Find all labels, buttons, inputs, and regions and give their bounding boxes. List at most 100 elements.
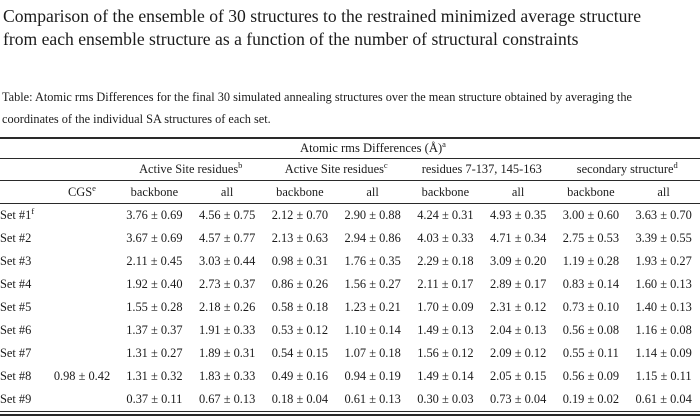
group-header-spacer-cgs (46, 159, 118, 181)
row-label: Set #8 (0, 365, 46, 388)
col-header-all-2: all (336, 181, 409, 204)
cell-value: 1.56 ± 0.12 (409, 342, 482, 365)
cell-value: 2.29 ± 0.18 (409, 250, 482, 273)
cell-value: 1.92 ± 0.40 (118, 273, 191, 296)
cell-value: 1.89 ± 0.31 (191, 342, 264, 365)
col-header-all-3: all (482, 181, 555, 204)
cell-value: 0.56 ± 0.08 (555, 319, 628, 342)
row-label: Set #5 (0, 296, 46, 319)
row-label: Set #3 (0, 250, 46, 273)
cell-cgs: 0.98 ± 0.42 (46, 365, 118, 388)
cell-value: 1.93 ± 0.27 (627, 250, 700, 273)
row-label: Set #2 (0, 227, 46, 250)
row-label-text: Set #2 (0, 231, 31, 245)
cell-value: 0.56 ± 0.09 (555, 365, 628, 388)
cell-value: 0.73 ± 0.04 (482, 388, 555, 411)
cell-value: 3.03 ± 0.44 (191, 250, 264, 273)
cell-value: 2.90 ± 0.88 (336, 204, 409, 228)
cell-value: 1.15 ± 0.11 (627, 365, 700, 388)
cell-cgs (46, 296, 118, 319)
cell-value: 0.61 ± 0.04 (627, 388, 700, 411)
cell-value: 1.49 ± 0.14 (409, 365, 482, 388)
group-header-residues-range: residues 7-137, 145-163 (409, 159, 555, 181)
row-label-text: Set #9 (0, 392, 31, 406)
cell-value: 0.83 ± 0.14 (555, 273, 628, 296)
row-label: Set #7 (0, 342, 46, 365)
cell-cgs (46, 204, 118, 228)
row-label: Set #4 (0, 273, 46, 296)
page-title-line2: from each ensemble structure as a functi… (3, 28, 700, 51)
cell-value: 1.49 ± 0.13 (409, 319, 482, 342)
cell-cgs (46, 319, 118, 342)
footnote-mark: b (238, 160, 242, 170)
cell-value: 2.11 ± 0.17 (409, 273, 482, 296)
col-header-backbone-2: backbone (264, 181, 337, 204)
group-header-secondary-structure: secondary structured (555, 159, 700, 181)
cell-value: 2.11 ± 0.45 (118, 250, 191, 273)
row-label-text: Set #7 (0, 346, 31, 360)
cell-value: 2.18 ± 0.26 (191, 296, 264, 319)
cell-value: 0.54 ± 0.15 (264, 342, 337, 365)
unit-header: Atomic rms Differences (Å)a (46, 138, 700, 159)
cell-value: 0.18 ± 0.04 (264, 388, 337, 411)
table-caption-line2: coordinates of the individual SA structu… (2, 108, 700, 130)
cell-cgs (46, 250, 118, 273)
cell-value: 2.31 ± 0.12 (482, 296, 555, 319)
cell-value: 1.56 ± 0.27 (336, 273, 409, 296)
unit-header-text: Atomic rms Differences (Å) (300, 141, 442, 155)
cell-value: 1.07 ± 0.18 (336, 342, 409, 365)
cell-value: 1.19 ± 0.28 (555, 250, 628, 273)
cell-value: 1.76 ± 0.35 (336, 250, 409, 273)
cell-value: 3.67 ± 0.69 (118, 227, 191, 250)
cell-value: 1.40 ± 0.13 (627, 296, 700, 319)
col-header-cgs: CGSe (46, 181, 118, 204)
cell-value: 1.83 ± 0.33 (191, 365, 264, 388)
cell-value: 3.63 ± 0.70 (627, 204, 700, 228)
cell-value: 1.10 ± 0.14 (336, 319, 409, 342)
group-header-text: Active Site residues (139, 162, 238, 176)
table-bottom-rule (0, 411, 700, 416)
page-title-line1: Comparison of the ensemble of 30 structu… (3, 5, 700, 28)
cell-value: 0.53 ± 0.12 (264, 319, 337, 342)
cell-cgs (46, 388, 118, 411)
cell-cgs (46, 273, 118, 296)
cell-value: 0.61 ± 0.13 (336, 388, 409, 411)
cell-value: 1.31 ± 0.27 (118, 342, 191, 365)
cell-value: 4.57 ± 0.77 (191, 227, 264, 250)
cell-value: 2.12 ± 0.70 (264, 204, 337, 228)
cell-value: 1.55 ± 0.28 (118, 296, 191, 319)
cell-value: 4.71 ± 0.34 (482, 227, 555, 250)
group-header-active-site-1: Active Site residuesb (118, 159, 264, 181)
cell-value: 0.94 ± 0.19 (336, 365, 409, 388)
cell-value: 3.09 ± 0.20 (482, 250, 555, 273)
cell-value: 0.49 ± 0.16 (264, 365, 337, 388)
cell-value: 3.39 ± 0.55 (627, 227, 700, 250)
unit-header-spacer (0, 138, 46, 159)
cell-cgs (46, 342, 118, 365)
cell-value: 3.00 ± 0.60 (555, 204, 628, 228)
cell-value: 2.75 ± 0.53 (555, 227, 628, 250)
footnote-mark: f (31, 206, 34, 216)
col-header-all-4: all (627, 181, 700, 204)
cell-value: 0.73 ± 0.10 (555, 296, 628, 319)
cell-value: 2.94 ± 0.86 (336, 227, 409, 250)
row-label-text: Set #3 (0, 254, 31, 268)
col-header-backbone-1: backbone (118, 181, 191, 204)
table-caption-line1: Table: Atomic rms Differences for the fi… (2, 86, 700, 108)
group-header-text: residues 7-137, 145-163 (422, 162, 542, 176)
cell-cgs (46, 227, 118, 250)
cell-value: 1.91 ± 0.33 (191, 319, 264, 342)
group-header-text: secondary structure (577, 162, 674, 176)
cell-value: 0.86 ± 0.26 (264, 273, 337, 296)
cell-value: 0.55 ± 0.11 (555, 342, 628, 365)
cell-value: 1.60 ± 0.13 (627, 273, 700, 296)
rms-table: Atomic rms Differences (Å)a Active Site … (0, 137, 700, 411)
group-header-spacer (0, 159, 46, 181)
cell-value: 0.37 ± 0.11 (118, 388, 191, 411)
cell-value: 4.24 ± 0.31 (409, 204, 482, 228)
